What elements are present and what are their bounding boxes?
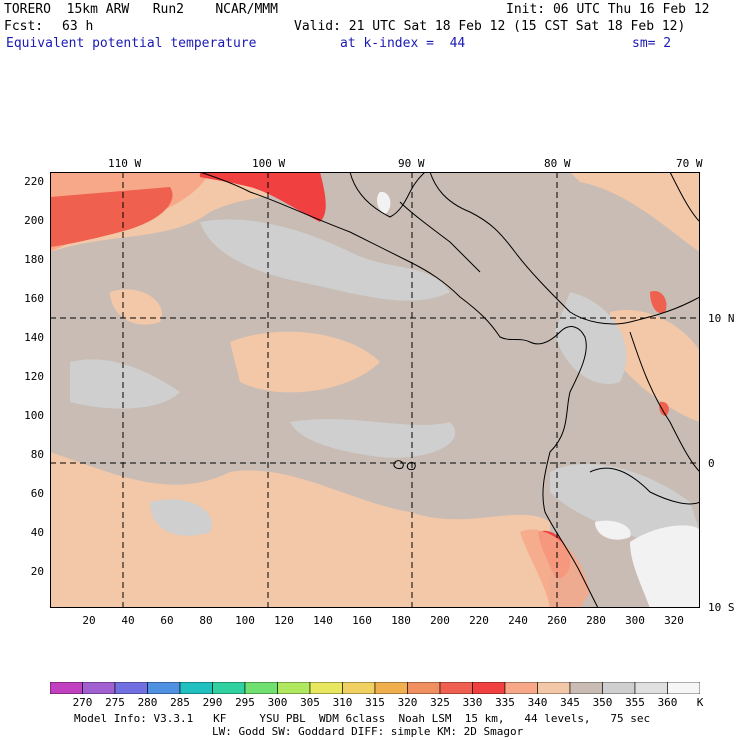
x-tick: 100 <box>235 614 255 627</box>
colorbar-swatch <box>277 682 311 694</box>
colorbar-swatch <box>472 682 506 694</box>
y-tick: 60 <box>30 487 44 500</box>
colorbar-swatch <box>504 682 538 694</box>
lon-label-70w: 70 W <box>676 157 703 170</box>
x-tick: 220 <box>469 614 489 627</box>
colorbar-value: 350 <box>592 696 613 709</box>
forecast-label: Fcst: <box>4 19 44 34</box>
physics-info: LW: Godd SW: Goddard DIFF: simple KM: 2D… <box>212 725 524 738</box>
y-tick: 120 <box>24 370 44 383</box>
field-name: Equivalent potential temperature <box>6 36 257 51</box>
colorbar-value: 335 <box>495 696 515 709</box>
colorbar-swatch <box>309 682 343 694</box>
colorbar-swatch <box>439 682 473 694</box>
coastlines <box>199 172 700 608</box>
level-index: at k-index = 44 <box>340 36 466 51</box>
colorbar-swatch <box>537 682 571 694</box>
colorbar-swatch <box>407 682 441 694</box>
colorbar-value: 340 <box>527 696 548 709</box>
colorbar-swatch <box>342 682 376 694</box>
colorbar-value: 270 <box>72 696 93 709</box>
colorbar <box>50 682 700 694</box>
colorbar-swatch <box>667 682 700 694</box>
y-tick: 80 <box>30 448 44 461</box>
colorbar-value: 360 <box>657 696 678 709</box>
x-tick: 80 <box>199 614 213 627</box>
x-tick: 140 <box>313 614 333 627</box>
y-tick: 160 <box>24 292 44 305</box>
y-tick: 180 <box>24 253 44 266</box>
colorbar-value: 290 <box>202 696 223 709</box>
x-tick: 240 <box>508 614 528 627</box>
x-tick: 40 <box>121 614 135 627</box>
x-tick: 200 <box>430 614 450 627</box>
colorbar-swatch <box>569 682 603 694</box>
x-tick: 260 <box>547 614 567 627</box>
warm-shading <box>50 172 669 608</box>
forecast-hours: 63 h <box>62 19 94 34</box>
colorbar-value: 320 <box>397 696 418 709</box>
x-tick: 120 <box>274 614 294 627</box>
colorbar-value: 310 <box>332 696 353 709</box>
y-tick: 100 <box>24 409 44 422</box>
colorbar-value: 330 <box>462 696 483 709</box>
theta-e-map <box>50 172 700 608</box>
colorbar-value: 305 <box>300 696 320 709</box>
colorbar-swatch <box>179 682 213 694</box>
colorbar-value: K <box>696 696 704 709</box>
colorbar-swatch <box>212 682 246 694</box>
lat-label-equator: 0 <box>708 457 715 470</box>
colorbar-swatch <box>634 682 668 694</box>
y-tick: 200 <box>24 214 44 227</box>
lon-label-110w: 110 W <box>108 157 142 170</box>
lat-label-10s: 10 S <box>708 601 735 614</box>
colorbar-value: 285 <box>170 696 190 709</box>
colorbar-value: 280 <box>137 696 158 709</box>
colorbar-value: 325 <box>430 696 450 709</box>
x-tick: 60 <box>160 614 174 627</box>
gray-shading <box>70 219 700 552</box>
colorbar-swatch <box>244 682 278 694</box>
colorbar-swatch <box>374 682 408 694</box>
lon-label-80w: 80 W <box>544 157 571 170</box>
colorbar-swatch <box>114 682 148 694</box>
colorbar-value: 315 <box>365 696 385 709</box>
white-shading <box>377 191 700 608</box>
colorbar-value: 295 <box>235 696 255 709</box>
colorbar-value: 345 <box>560 696 580 709</box>
y-tick: 20 <box>30 565 44 578</box>
y-tick: 40 <box>30 526 44 539</box>
colorbar-swatch <box>50 682 83 694</box>
lon-label-100w: 100 W <box>252 157 286 170</box>
colorbar-swatch <box>147 682 181 694</box>
x-tick: 280 <box>586 614 606 627</box>
y-tick: 220 <box>24 175 44 188</box>
y-tick: 140 <box>24 331 44 344</box>
model-title: TORERO 15km ARW Run2 NCAR/MMM <box>4 2 278 17</box>
lon-label-90w: 90 W <box>398 157 425 170</box>
smoothing: sm= 2 <box>632 36 672 51</box>
x-tick: 300 <box>625 614 645 627</box>
init-time: Init: 06 UTC Thu 16 Feb 12 <box>506 2 710 17</box>
colorbar-value: 355 <box>625 696 645 709</box>
x-tick: 20 <box>82 614 96 627</box>
x-tick: 180 <box>391 614 411 627</box>
valid-time: Valid: 21 UTC Sat 18 Feb 12 (15 CST Sat … <box>294 19 686 34</box>
colorbar-swatch <box>82 682 116 694</box>
map-frame <box>50 172 700 608</box>
colorbar-swatch <box>602 682 636 694</box>
colorbar-value: 275 <box>105 696 125 709</box>
lat-lon-grid <box>50 172 700 608</box>
x-tick: 160 <box>352 614 372 627</box>
model-info: Model Info: V3.3.1 KF YSU PBL WDM 6class… <box>74 712 651 725</box>
colorbar-value: 300 <box>267 696 288 709</box>
x-tick: 320 <box>664 614 684 627</box>
lat-label-10n: 10 N <box>708 312 735 325</box>
